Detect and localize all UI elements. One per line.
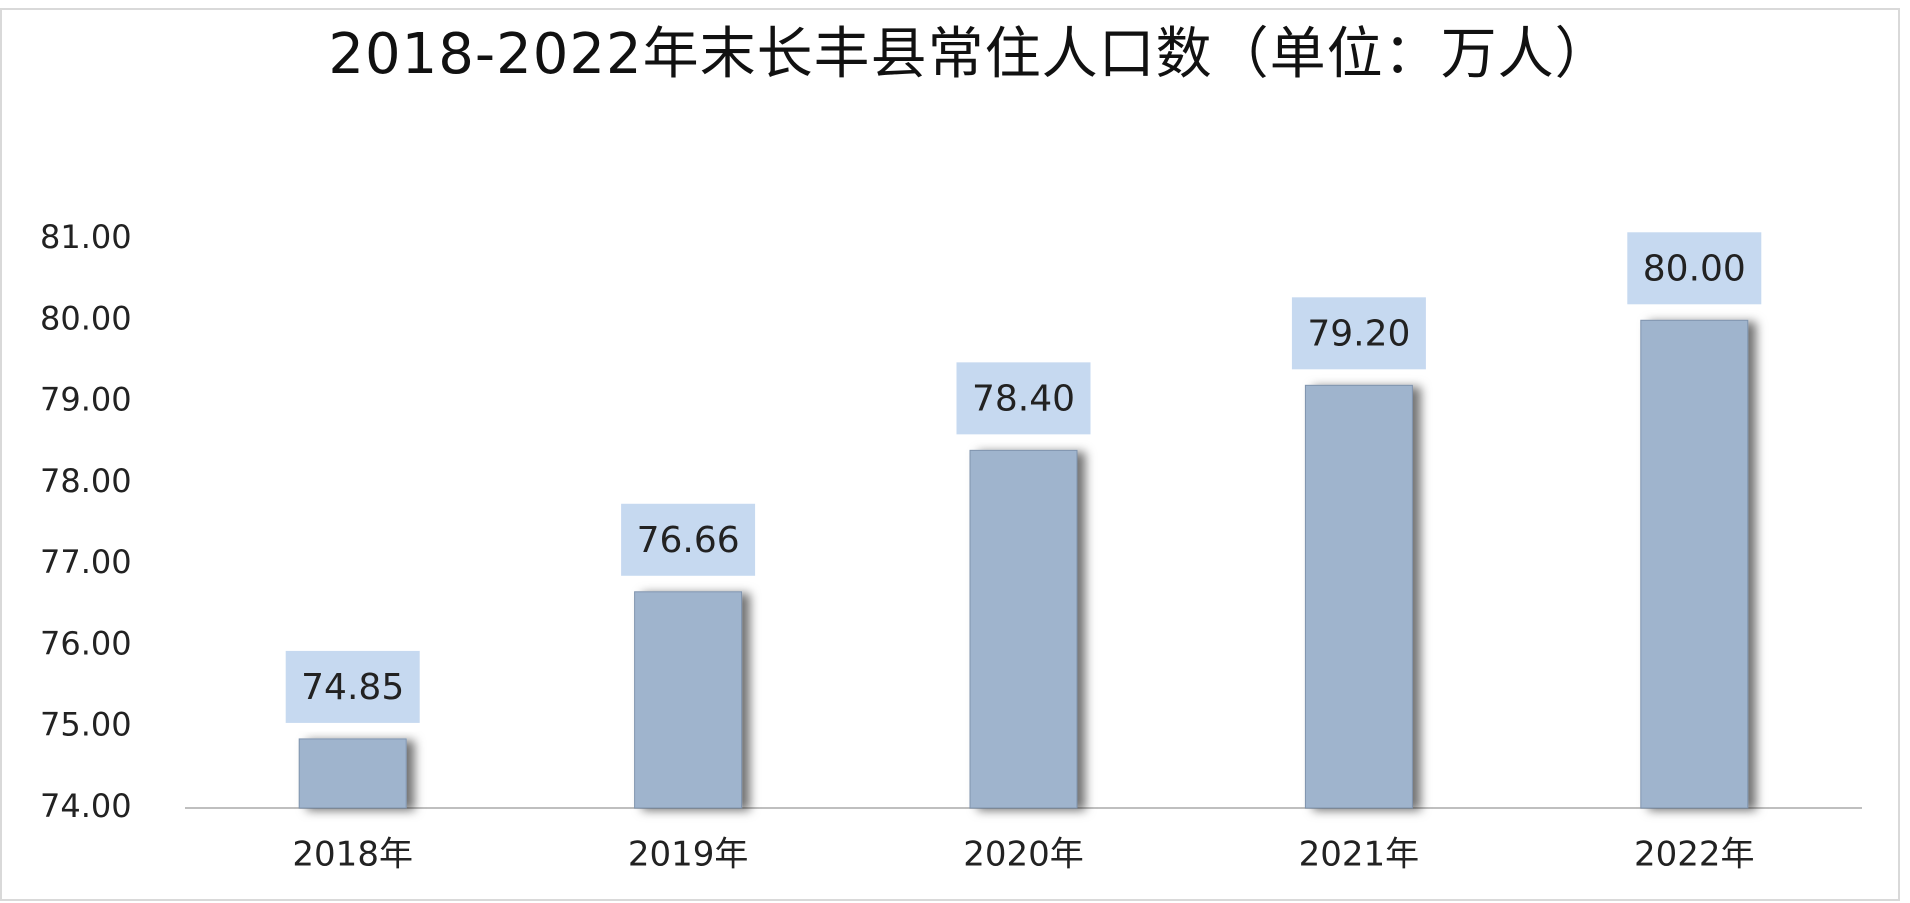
y-tick-label: 78.00 xyxy=(40,462,132,500)
value-label: 74.85 xyxy=(301,667,404,708)
value-label: 79.20 xyxy=(1307,313,1410,354)
value-label-box xyxy=(285,650,420,723)
y-tick-label: 74.00 xyxy=(40,787,132,825)
y-tick-label: 80.00 xyxy=(40,299,132,337)
y-tick-label: 76.00 xyxy=(40,624,132,662)
y-tick-label: 79.00 xyxy=(40,381,132,419)
value-label-box xyxy=(621,503,756,576)
value-label-box xyxy=(1291,297,1426,370)
y-tick-label: 81.00 xyxy=(40,218,132,256)
y-tick-label: 77.00 xyxy=(40,543,132,581)
chart-title: 2018-2022年末长丰县常住人口数（单位：万人） xyxy=(328,22,1612,87)
x-tick-label: 2018年 xyxy=(292,835,413,875)
value-label-box xyxy=(956,362,1091,435)
x-tick-label: 2021年 xyxy=(1299,835,1420,875)
x-tick-label: 2019年 xyxy=(628,835,749,875)
x-tick-label: 2020年 xyxy=(963,835,1084,875)
bar xyxy=(969,449,1078,809)
bar xyxy=(634,591,743,809)
value-label: 80.00 xyxy=(1643,248,1746,289)
value-label: 78.40 xyxy=(972,378,1075,419)
y-tick-label: 75.00 xyxy=(40,706,132,744)
bar xyxy=(298,738,407,809)
value-label-box xyxy=(1627,232,1762,305)
chart-frame xyxy=(0,8,1900,901)
x-tick-label: 2022年 xyxy=(1634,835,1755,875)
value-label: 76.66 xyxy=(637,520,740,561)
bar xyxy=(1640,319,1749,809)
bar xyxy=(1304,384,1413,809)
